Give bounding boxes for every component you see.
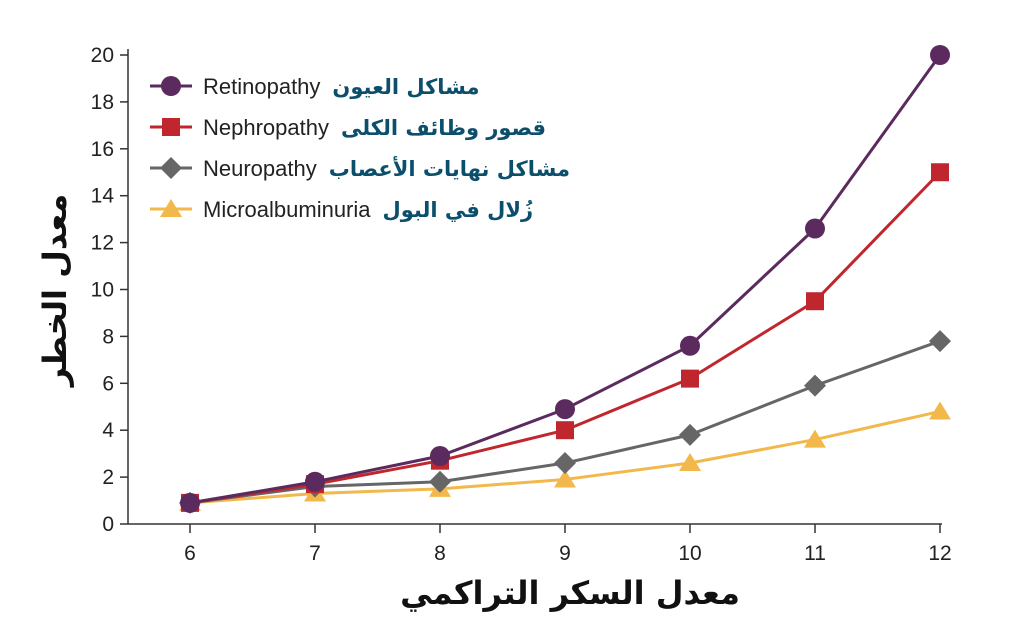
- data-point: [429, 470, 451, 493]
- legend-swatch-marker: [160, 157, 182, 179]
- data-point: [180, 492, 200, 513]
- x-tick-label: 11: [804, 542, 826, 565]
- data-point: [680, 335, 700, 356]
- legend-entry: Nephropathy قصور وظائف الكلى: [150, 115, 546, 140]
- x-tick-label: 8: [434, 542, 446, 565]
- data-point: [679, 423, 701, 446]
- series-retinopathy: [180, 45, 950, 513]
- y-tick-label: 14: [91, 185, 115, 208]
- data-point: [804, 429, 826, 448]
- y-axis-label: معدل الخطر: [36, 194, 74, 388]
- legend-label-ar: زُلال في البول: [383, 198, 534, 222]
- y-tick-label: 6: [102, 372, 114, 395]
- legend-label: Nephropathy: [203, 115, 329, 140]
- x-tick-label: 12: [928, 542, 951, 565]
- x-axis-label: معدل السكر التراكمي: [400, 574, 740, 612]
- x-ticks: 6 7 8 9 10 11 12: [184, 524, 952, 565]
- data-point: [805, 218, 825, 239]
- legend-swatch-marker: [162, 118, 180, 136]
- data-point: [679, 453, 701, 472]
- data-point: [554, 452, 576, 475]
- x-tick-label: 10: [678, 542, 701, 565]
- y-tick-label: 18: [91, 91, 114, 114]
- data-point: [806, 292, 824, 311]
- legend-swatch-marker: [160, 199, 182, 217]
- legend-label-ar: قصور وظائف الكلى: [341, 116, 546, 140]
- data-point: [929, 401, 951, 420]
- legend-entry: Retinopathy مشاكل العيون: [150, 74, 480, 99]
- y-tick-label: 2: [102, 466, 114, 489]
- axes: [127, 49, 942, 525]
- data-point: [929, 330, 951, 353]
- y-tick-label: 8: [102, 325, 114, 348]
- y-tick-label: 10: [91, 279, 114, 302]
- data-point: [930, 45, 950, 65]
- x-tick-label: 6: [184, 542, 196, 565]
- legend-label: Retinopathy: [203, 74, 320, 99]
- x-tick-label: 7: [309, 542, 321, 565]
- data-point: [305, 471, 325, 492]
- legend-label-ar: مشاكل العيون: [332, 75, 479, 99]
- legend-label-ar: مشاكل نهايات الأعصاب: [329, 155, 570, 181]
- y-tick-label: 0: [102, 513, 114, 536]
- x-tick-label: 9: [559, 542, 571, 565]
- legend-entry: Microalbuminuria زُلال في البول: [150, 197, 533, 222]
- legend-entry: Neuropathy مشاكل نهايات الأعصاب: [150, 155, 570, 181]
- legend-label: Microalbuminuria: [203, 197, 371, 222]
- y-tick-label: 16: [91, 138, 114, 161]
- series-layer: [179, 45, 951, 514]
- legend-swatch-marker: [161, 76, 181, 96]
- data-point: [804, 374, 826, 397]
- y-tick-label: 20: [91, 44, 114, 67]
- data-point: [430, 445, 450, 466]
- data-point: [931, 163, 949, 182]
- y-tick-label: 4: [102, 419, 114, 442]
- data-point: [556, 421, 574, 440]
- data-point: [554, 469, 576, 488]
- data-point: [681, 369, 699, 388]
- data-point: [555, 399, 575, 420]
- y-tick-label: 12: [91, 232, 114, 255]
- legend-label: Neuropathy: [203, 156, 317, 181]
- y-ticks: 0 2 4 6 8 10 12 14 16 18 20: [91, 44, 128, 536]
